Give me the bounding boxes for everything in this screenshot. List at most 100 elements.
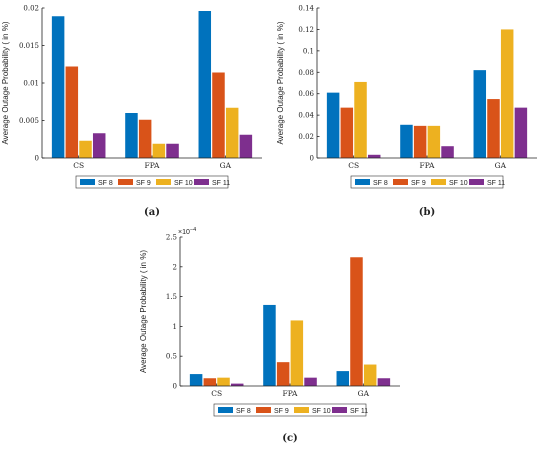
legend-swatch [431,179,446,185]
y-tick-label: 0.04 [298,112,314,120]
legend-swatch [294,407,309,413]
bar [487,99,500,158]
legend-swatch [256,407,271,413]
bar [304,377,317,386]
x-tick-label: FPA [420,161,436,170]
legend: SF 8 SF 9 SF 10 SF 11 [350,175,505,189]
legend-swatch [80,179,95,185]
chart-panel: 0 0.02 0.04 0.06 0.08 0.1 0.12 0.14 CS FPA GA Avera… [276,5,537,218]
bar [203,378,217,386]
legend-label: SF 9 [136,180,151,187]
bar [239,134,253,158]
legend-label: SF 8 [373,180,388,187]
legend-swatch [355,179,370,185]
legend-label: SF 9 [411,180,426,187]
bar [189,374,203,386]
legend: SF 8 SF 9 SF 10 SF 11 [75,175,230,189]
bar [367,154,381,158]
panel-label: (a) [144,207,160,218]
y-tick-label: 0 [173,383,177,391]
legend-label: SF 8 [98,180,113,187]
x-tick-label: GA [358,389,370,398]
chart-panel: 0 0.5 1 1.5 2 2.5 CS FPA GA Average Outage Probab… [139,227,400,444]
x-tick-label: GA [220,161,232,170]
y-tick-label: 0.01 [23,80,39,88]
bar [79,140,92,158]
legend-label: SF 11 [487,180,505,187]
bar [138,119,152,158]
bar [152,143,166,158]
legend-label: SF 8 [236,408,251,415]
bar [441,146,454,158]
y-tick-label: 0.08 [298,69,314,77]
bar [413,125,427,158]
bar [363,364,377,386]
y-tick-label: 0.02 [23,5,39,13]
legend-label: SF 10 [174,180,193,187]
y-tick-label: 0.02 [298,133,314,141]
chart-panel: 0 0.005 0.01 0.015 0.02 CS FPA GA Average Outage… [1,5,262,218]
y-tick-label: 0.005 [19,117,39,125]
y-tick-label: 1 [173,323,177,331]
x-tick-label: CS [211,389,222,398]
panel-label: (b) [419,207,435,218]
bar [198,11,212,158]
bar [217,377,230,386]
legend-swatch [469,179,484,185]
bar [326,92,340,158]
bar [212,72,225,158]
legend-box [75,175,229,189]
y-tick-label: 2.5 [166,234,177,242]
y-tick-label: 0.015 [19,42,39,50]
legend-box [350,175,504,189]
bar [473,70,487,158]
bar [166,143,179,158]
bar [336,371,350,386]
bar [350,257,363,386]
legend-label: SF 9 [274,408,289,415]
legend: SF 8 SF 9 SF 10 SF 11 [213,403,368,417]
bar [230,383,244,386]
legend-label: SF 10 [449,180,468,187]
y-axis-label: Average Outage Probability ( in %) [1,21,10,144]
y-axis-label: Average Outage Probability ( in %) [276,21,285,144]
bar [290,320,304,386]
legend-swatch [218,407,233,413]
bar [92,133,106,158]
y-tick-label: 0 [35,155,39,163]
x-tick-label: CS [348,161,359,170]
y-tick-label: 1.5 [166,293,177,301]
legend-label: SF 10 [312,408,331,415]
bar [225,107,239,158]
panel-label: (c) [282,433,298,444]
x-tick-label: CS [73,161,84,170]
bar [377,378,391,386]
y-tick-label: 2 [173,263,177,271]
legend-swatch [332,407,347,413]
y-tick-label: 0.12 [298,26,314,34]
bar [340,107,354,158]
bar [51,16,65,158]
bar [500,29,514,159]
bar [125,113,138,158]
y-tick-label: 0.5 [166,353,177,361]
legend-swatch [156,179,171,185]
y-axis-label: Average Outage Probability ( in %) [139,250,148,373]
bar [514,107,528,158]
y-tick-label: 0.1 [303,47,314,55]
bar [65,66,79,158]
bar [427,125,441,158]
legend-label: SF 11 [212,180,230,187]
legend-swatch [393,179,408,185]
bar [400,124,413,158]
y-tick-label: 0 [310,155,314,163]
x-tick-label: FPA [145,161,161,170]
bar [276,362,290,386]
y-tick-label: 0.06 [298,90,314,98]
legend-swatch [194,179,209,185]
bar [354,81,367,158]
axis-multiplier: ×10−4 [178,227,196,236]
legend-box [213,403,367,417]
legend-swatch [118,179,133,185]
